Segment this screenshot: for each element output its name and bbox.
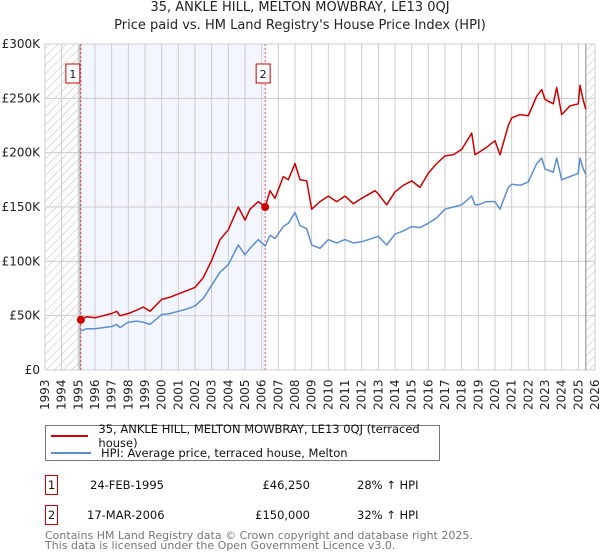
- x-tick-label: 2019: [471, 379, 485, 410]
- sale-marker-badge: [65, 63, 81, 84]
- x-tick-label: 2013: [371, 379, 385, 410]
- x-tick-label: 2001: [171, 379, 185, 410]
- hpi-series-line: [80, 157, 587, 332]
- y-tick-label: £100K: [2, 254, 42, 268]
- sale-date: 17-MAR-2006: [87, 508, 165, 522]
- sale-point: [76, 315, 85, 324]
- y-tick-label: £250K: [2, 91, 42, 105]
- x-tick-label: 2024: [555, 379, 569, 410]
- x-tick-label: 2009: [305, 379, 319, 410]
- legend-label-property: 35, ANKLE HILL, MELTON MOWBRAY, LE13 0QJ…: [98, 422, 420, 450]
- sale-hpi-change: 32% ↑ HPI: [357, 508, 419, 522]
- price-paid-series-line: [80, 84, 587, 321]
- sale-hpi-change: 28% ↑ HPI: [357, 478, 419, 492]
- y-tick-label: £50K: [9, 309, 41, 323]
- legend-item-hpi: HPI: Average price, terraced house, Melt…: [51, 445, 348, 461]
- chart-subtitle: Price paid vs. HM Land Registry's House …: [114, 18, 486, 33]
- y-tick-label: £0: [25, 363, 40, 377]
- x-tick-label: 2004: [221, 379, 235, 410]
- x-tick-label: 2011: [338, 379, 352, 410]
- x-tick-label: 2022: [521, 379, 535, 410]
- x-tick-label: 2007: [271, 379, 285, 410]
- y-tick-label: £300K: [2, 37, 42, 51]
- x-tick-label: 2006: [255, 379, 269, 410]
- x-tick-label: 2017: [438, 379, 452, 410]
- x-tick-label: 2000: [155, 379, 169, 410]
- sale-badge: 1: [45, 475, 58, 495]
- x-tick-label: 1994: [55, 379, 69, 410]
- footer-licence: This data is licensed under the Open Gov…: [45, 539, 396, 552]
- x-tick-label: 1993: [38, 379, 52, 410]
- y-tick-label: £150K: [2, 200, 42, 214]
- x-tick-label: 2018: [455, 379, 469, 410]
- x-tick-label: 2020: [488, 379, 502, 410]
- x-tick-label: 2003: [205, 379, 219, 410]
- x-tick-label: 1998: [121, 379, 135, 410]
- legend-label-hpi: HPI: Average price, terraced house, Melt…: [101, 446, 348, 460]
- legend-blue-line: [51, 452, 91, 454]
- sale-row-2: 2 17-MAR-2006 £150,000 32% ↑ HPI: [45, 505, 445, 527]
- sale-date: 24-FEB-1995: [90, 478, 164, 492]
- x-tick-label: 1996: [88, 379, 102, 410]
- x-tick-label: 2015: [405, 379, 419, 410]
- y-tick-label: £200K: [2, 146, 42, 160]
- sale-badge: 2: [45, 505, 58, 525]
- legend-red-line: [51, 435, 89, 437]
- sale-point: [261, 203, 270, 211]
- legend-item-property: 35, ANKLE HILL, MELTON MOWBRAY, LE13 0QJ…: [51, 422, 439, 450]
- sale-row-1: 1 24-FEB-1995 £46,250 28% ↑ HPI: [45, 475, 445, 497]
- sale-marker-badge: [255, 63, 271, 84]
- x-tick-label: 2012: [355, 379, 369, 410]
- x-tick-label: 2005: [238, 379, 252, 410]
- footer-copyright: Contains HM Land Registry data © Crown c…: [45, 529, 473, 542]
- x-tick-label: 2010: [321, 379, 335, 410]
- x-tick-label: 2014: [388, 379, 402, 410]
- chart-title: 35, ANKLE HILL, MELTON MOWBRAY, LE13 0QJ: [150, 0, 450, 15]
- sale-price: £150,000: [255, 508, 310, 522]
- x-tick-label: 2021: [505, 379, 519, 410]
- x-tick-label: 2025: [571, 379, 585, 410]
- x-tick-label: 1997: [105, 379, 119, 410]
- x-tick-label: 2008: [288, 379, 302, 410]
- sale-price: £46,250: [262, 478, 310, 492]
- x-tick-label: 1995: [71, 379, 85, 410]
- x-tick-label: 2026: [588, 379, 600, 410]
- x-tick-label: 2016: [421, 379, 435, 410]
- legend: 35, ANKLE HILL, MELTON MOWBRAY, LE13 0QJ…: [45, 422, 440, 461]
- sale-marker-number: 1: [69, 68, 76, 81]
- x-tick-label: 2002: [188, 379, 202, 410]
- x-tick-label: 2023: [538, 379, 552, 410]
- sale-marker-number: 2: [260, 68, 267, 81]
- x-tick-label: 1999: [138, 379, 152, 410]
